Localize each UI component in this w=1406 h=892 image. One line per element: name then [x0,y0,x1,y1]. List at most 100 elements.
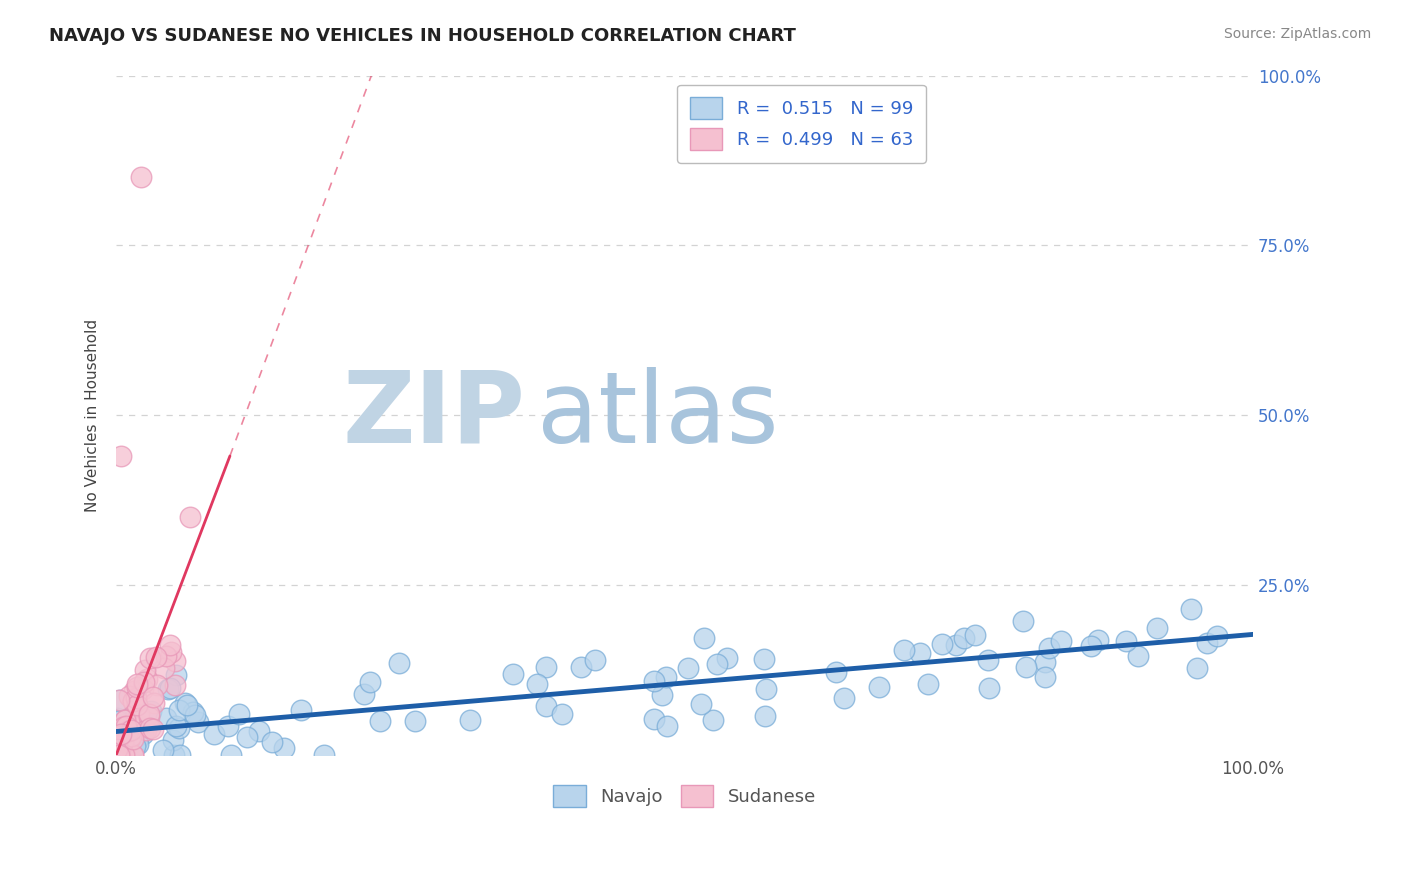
Point [502,666,524,681]
Point [107,714,129,728]
Point [825,665,848,680]
Point [129,170,152,185]
Point [260,735,283,749]
Point [132,727,155,741]
Point [716,651,738,665]
Point [917,676,939,690]
Point [163,678,186,692]
Point [221,747,243,762]
Point [122,731,145,746]
Point [122,747,145,762]
Point [138,651,160,665]
Point [110,726,132,740]
Point [1126,649,1149,664]
Point [832,690,855,705]
Point [176,698,198,712]
Point [755,682,778,697]
Point [657,719,679,733]
Point [143,696,166,710]
Point [111,747,134,762]
Point [153,661,176,675]
Point [110,722,132,736]
Point [105,747,128,762]
Point [692,631,714,645]
Point [236,731,259,745]
Point [163,654,186,668]
Point [910,646,932,660]
Point [110,734,132,748]
Point [1080,639,1102,653]
Point [105,743,128,757]
Point [678,661,700,675]
Point [187,715,209,730]
Point [124,684,146,698]
Point [136,672,159,686]
Point [159,645,181,659]
Point [139,704,162,718]
Point [169,703,191,717]
Y-axis label: No Vehicles in Household: No Vehicles in Household [86,318,100,512]
Point [247,724,270,739]
Point [179,510,201,524]
Point [952,631,974,645]
Point [1015,660,1038,674]
Point [1033,670,1056,684]
Point [120,726,142,740]
Point [460,713,482,727]
Point [125,680,148,694]
Point [128,706,150,721]
Point [655,670,678,684]
Point [1180,602,1202,616]
Point [534,660,557,674]
Point [702,713,724,727]
Point [142,722,165,736]
Point [114,723,136,737]
Point [145,649,167,664]
Point [159,638,181,652]
Point [121,747,143,762]
Point [146,678,169,692]
Point [135,723,157,738]
Point [754,709,776,723]
Point [115,718,138,732]
Point [1206,629,1229,643]
Point [110,747,132,762]
Point [122,717,145,731]
Point [125,733,148,747]
Point [534,698,557,713]
Point [110,693,132,707]
Point [162,733,184,747]
Point [118,689,141,703]
Point [105,747,128,762]
Text: NAVAJO VS SUDANESE NO VEHICLES IN HOUSEHOLD CORRELATION CHART: NAVAJO VS SUDANESE NO VEHICLES IN HOUSEH… [49,27,796,45]
Point [754,651,776,665]
Point [706,657,728,671]
Point [165,668,187,682]
Point [353,687,375,701]
Point [115,718,138,732]
Point [1197,636,1219,650]
Point [122,694,145,708]
Point [128,718,150,732]
Point [651,688,673,702]
Point [108,747,131,762]
Point [114,747,136,762]
Point [1185,661,1208,675]
Point [105,729,128,743]
Point [117,724,139,739]
Point [110,449,132,463]
Point [118,719,141,733]
Point [183,708,205,723]
Point [120,723,142,737]
Point [977,681,1000,695]
Point [1146,621,1168,635]
Point [124,691,146,706]
Point [155,649,177,664]
Text: Source: ZipAtlas.com: Source: ZipAtlas.com [1223,27,1371,41]
Point [157,681,180,696]
Point [388,657,411,671]
Point [118,731,141,745]
Point [108,729,131,743]
Point [120,729,142,743]
Point [359,674,381,689]
